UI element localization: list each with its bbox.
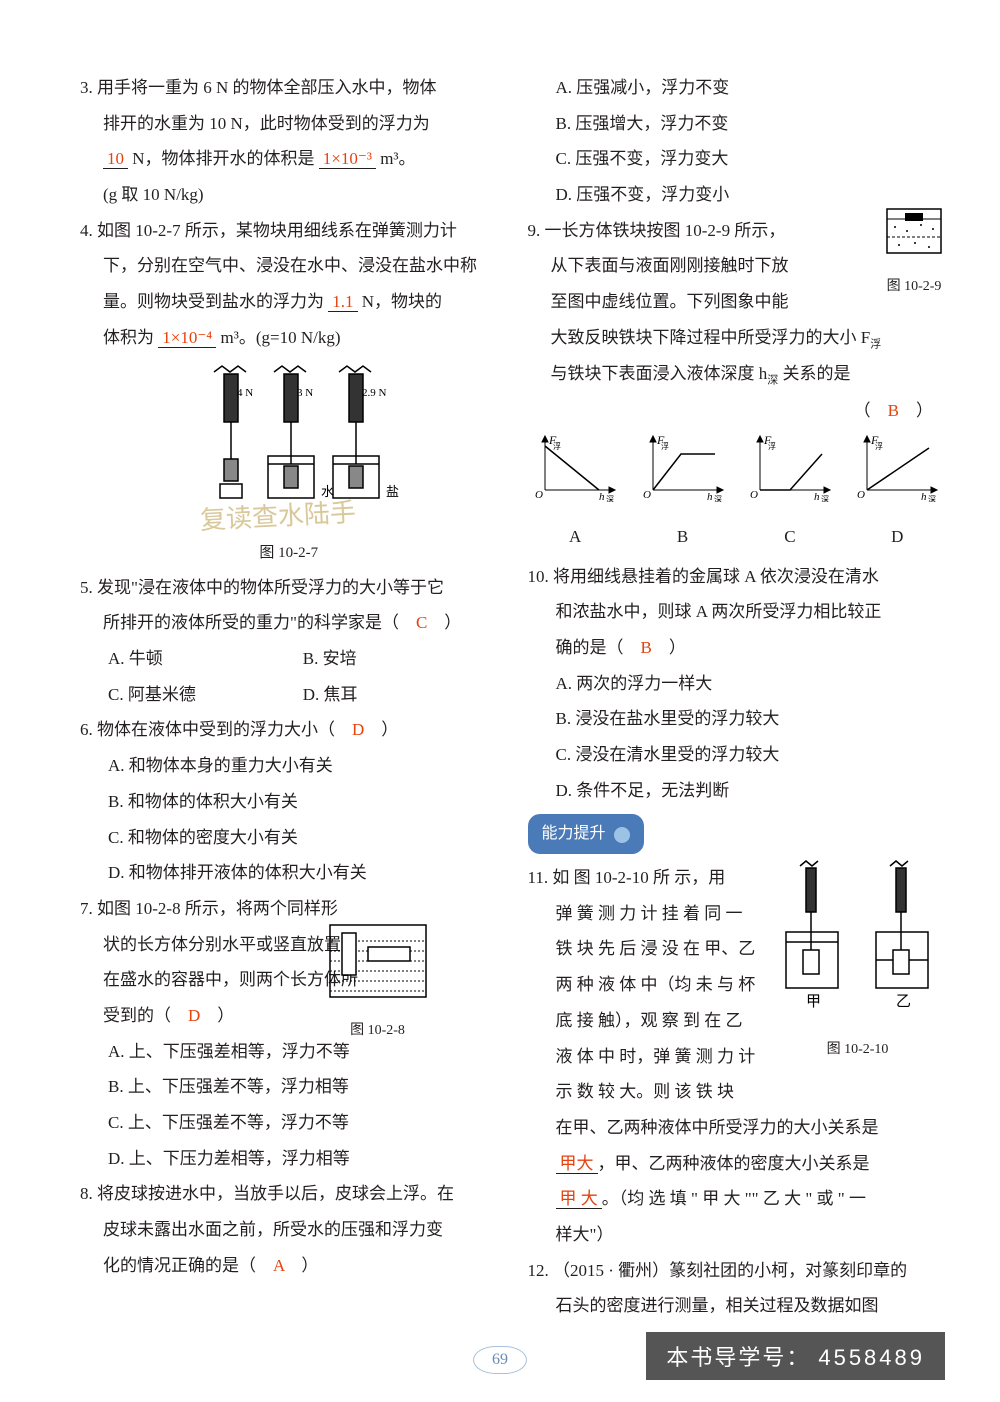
svg-text:乙: 乙 bbox=[896, 994, 911, 1010]
svg-text:h: h bbox=[814, 491, 820, 502]
answer-choice: A bbox=[273, 1256, 284, 1275]
answer-blank: 10 bbox=[103, 149, 128, 169]
option: A. 和物体本身的重力大小有关 bbox=[108, 748, 498, 784]
svg-text:2.9 N: 2.9 N bbox=[362, 387, 387, 399]
svg-text:h: h bbox=[707, 491, 713, 502]
option: D. 条件不足，无法判断 bbox=[556, 773, 946, 809]
answer-choice: D bbox=[352, 720, 364, 739]
option: C. 浸没在清水里受的浮力较大 bbox=[556, 737, 946, 773]
magnifier-icon bbox=[614, 827, 630, 843]
option: B. 上、下压强差不等，浮力相等 bbox=[108, 1069, 498, 1105]
q3: 3. 用手将一重为 6 N 的物体全部压入水中，物体 排开的水重为 10 N，此… bbox=[80, 70, 498, 213]
option: A. 上、下压强差相等，浮力不等 bbox=[108, 1034, 498, 1070]
answer-blank: 1×10⁻³ bbox=[319, 149, 376, 169]
svg-text:h: h bbox=[599, 491, 605, 502]
figure-10-2-9: 图 10-2-9 bbox=[883, 205, 945, 302]
svg-text:3 N: 3 N bbox=[297, 387, 313, 399]
q6: 6. 物体在液体中受到的浮力大小（ D ） A. 和物体本身的重力大小有关B. … bbox=[80, 712, 498, 890]
figure-caption: 图 10-2-8 bbox=[328, 1016, 428, 1045]
q10: 10. 将用细线悬挂着的金属球 A 依次浸没在清水 和浓盐水中，则球 A 两次所… bbox=[528, 559, 946, 809]
answer-blank: 1.1 bbox=[328, 292, 357, 312]
svg-text:盐水: 盐水 bbox=[386, 484, 399, 499]
svg-text:4 N: 4 N bbox=[237, 387, 253, 399]
option: C. 压强不变，浮力变大 bbox=[556, 141, 946, 177]
option: A. 压强减小，浮力不变 bbox=[556, 70, 946, 106]
answer-blank: 甲大 bbox=[556, 1154, 598, 1174]
figure-10-2-10: 甲 乙 图 10-2-10 bbox=[770, 860, 945, 1065]
q12: 12. （2015 · 衢州）篆刻社团的小柯，对篆刻印章的 石头的密度进行测量，… bbox=[528, 1253, 946, 1324]
q8: 8. 将皮球按进水中，当放手以后，皮球会上浮。在 皮球未露出水面之前，所受水的压… bbox=[80, 1176, 498, 1283]
option: C. 上、下压强差不等，浮力不等 bbox=[108, 1105, 498, 1141]
footer-bar: 本书导学号：4558489 bbox=[646, 1332, 945, 1380]
answer-choice: B bbox=[888, 401, 899, 420]
svg-text:浮: 浮 bbox=[768, 441, 776, 451]
svg-text:O: O bbox=[857, 489, 865, 501]
svg-text:O: O bbox=[535, 489, 543, 501]
left-column: 3. 用手将一重为 6 N 的物体全部压入水中，物体 排开的水重为 10 N，此… bbox=[80, 70, 498, 1324]
q9-graphs: F浮Oh深A F浮Oh深B F浮Oh深C F浮Oh深D bbox=[528, 432, 946, 554]
q9: 9. 一长方体铁块按图 10-2-9 所示， 从下表面与液面刚刚接触时下放 至图… bbox=[528, 213, 946, 555]
svg-text:浮: 浮 bbox=[661, 441, 669, 451]
svg-text:O: O bbox=[643, 489, 651, 501]
answer-choice: B bbox=[641, 638, 652, 657]
option: A. 两次的浮力一样大 bbox=[556, 666, 946, 702]
svg-text:深: 深 bbox=[606, 495, 614, 502]
answer-blank: 1×10⁻⁴ bbox=[158, 328, 216, 348]
q8-opts: A. 压强减小，浮力不变B. 压强增大，浮力不变C. 压强不变，浮力变大D. 压… bbox=[528, 70, 946, 213]
option: D. 上、下压力差相等，浮力相等 bbox=[108, 1141, 498, 1177]
svg-text:浮: 浮 bbox=[553, 441, 561, 451]
figure-caption: 图 10-2-9 bbox=[883, 272, 945, 301]
q4: 4. 如图 10-2-7 所示，某物块用细线系在弹簧测力计 下，分别在空气中、浸… bbox=[80, 213, 498, 570]
option: B. 和物体的体积大小有关 bbox=[108, 784, 498, 820]
q7: 7. 如图 10-2-8 所示，将两个同样形 状的长方体分别水平或竖直放置 在盛… bbox=[80, 891, 498, 1177]
answer-blank: 甲 大 bbox=[556, 1189, 602, 1209]
section-badge: 能力提升 bbox=[528, 814, 644, 854]
q5: 5. 发现"浸在液体中的物体所受浮力的大小等于它 所排开的液体所受的重力"的科学… bbox=[80, 570, 498, 713]
option: B. 浸没在盐水里受的浮力较大 bbox=[556, 701, 946, 737]
svg-text:h: h bbox=[921, 491, 927, 502]
svg-text:深: 深 bbox=[928, 495, 936, 502]
figure-10-2-7: 4 N 3 N 2.9 N 水 盐水 复读查水陆手 bbox=[80, 364, 498, 537]
svg-text:水: 水 bbox=[321, 484, 334, 499]
svg-text:O: O bbox=[750, 489, 758, 501]
option: D. 焦耳 bbox=[303, 677, 498, 713]
q11: 11. 如 图 10-2-10 所 示，用 弹 簧 测 力 计 挂 着 同 一 … bbox=[528, 860, 946, 1253]
svg-text:深: 深 bbox=[821, 495, 829, 502]
option: D. 和物体排开液体的体积大小有关 bbox=[108, 855, 498, 891]
figure-caption: 图 10-2-7 bbox=[80, 538, 498, 570]
page-number: 69 bbox=[473, 1346, 527, 1374]
option: C. 和物体的密度大小有关 bbox=[108, 820, 498, 856]
right-column: A. 压强减小，浮力不变B. 压强增大，浮力不变C. 压强不变，浮力变大D. 压… bbox=[528, 70, 946, 1324]
answer-choice: C bbox=[416, 613, 427, 632]
svg-text:甲: 甲 bbox=[806, 994, 821, 1010]
option: C. 阿基米德 bbox=[108, 677, 303, 713]
option: A. 牛顿 bbox=[108, 641, 303, 677]
svg-text:浮: 浮 bbox=[875, 441, 883, 451]
answer-choice: D bbox=[188, 1006, 200, 1025]
svg-text:深: 深 bbox=[714, 495, 722, 502]
option: B. 安培 bbox=[303, 641, 498, 677]
option: B. 压强增大，浮力不变 bbox=[556, 106, 946, 142]
figure-10-2-8: 图 10-2-8 bbox=[328, 923, 428, 1046]
figure-caption: 图 10-2-10 bbox=[770, 1035, 945, 1064]
